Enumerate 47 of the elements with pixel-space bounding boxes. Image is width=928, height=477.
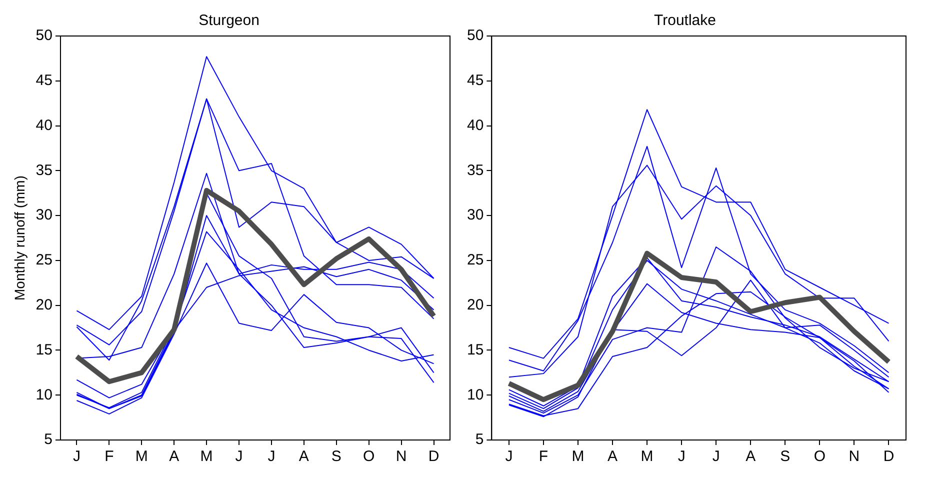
x-tick-label: A bbox=[608, 448, 618, 466]
x-tick-label: N bbox=[848, 448, 860, 466]
y-tick-label: 35 bbox=[36, 162, 52, 179]
y-tick-label: 50 bbox=[466, 27, 484, 44]
x-tick-label: A bbox=[169, 448, 180, 466]
y-tick-label: 5 bbox=[44, 431, 52, 448]
y-tick-label: 25 bbox=[36, 252, 52, 269]
y-tick-label: 10 bbox=[36, 386, 52, 404]
x-tick-label: J bbox=[505, 448, 513, 466]
y-tick-label: 25 bbox=[466, 252, 484, 269]
y-tick-label: 40 bbox=[466, 116, 484, 134]
x-tick-label: A bbox=[298, 448, 309, 466]
y-tick-label: 40 bbox=[36, 116, 52, 134]
x-tick-label: J bbox=[678, 448, 686, 466]
x-tick-label: M bbox=[572, 448, 584, 466]
x-tick-label: S bbox=[331, 448, 342, 466]
y-tick-label: 15 bbox=[36, 341, 52, 358]
x-tick-label: J bbox=[268, 448, 276, 466]
y-tick-label: 45 bbox=[466, 72, 484, 90]
x-tick-label: F bbox=[538, 448, 548, 466]
y-tick-label: 20 bbox=[36, 296, 52, 314]
y-tick-label: 15 bbox=[466, 341, 484, 358]
y-tick-label: 30 bbox=[466, 206, 484, 224]
y-tick-label: 10 bbox=[466, 386, 484, 404]
x-tick-label: O bbox=[363, 448, 375, 466]
x-tick-label: M bbox=[135, 448, 148, 466]
x-tick-label: M bbox=[640, 448, 654, 466]
x-tick-label: A bbox=[746, 448, 756, 466]
y-axis-title: Monthly runoff (mm) bbox=[11, 176, 28, 300]
chart-title: Troutlake bbox=[654, 12, 716, 30]
y-tick-label: 45 bbox=[36, 72, 52, 90]
y-tick-label: 50 bbox=[36, 27, 52, 44]
x-tick-label: J bbox=[72, 448, 80, 466]
x-tick-label: O bbox=[814, 448, 826, 466]
y-tick-label: 5 bbox=[475, 431, 484, 448]
x-tick-label: D bbox=[428, 448, 440, 466]
x-tick-label: N bbox=[396, 448, 407, 466]
x-tick-label: J bbox=[712, 448, 720, 466]
chart-title: Sturgeon bbox=[198, 12, 260, 30]
y-tick-label: 35 bbox=[466, 162, 484, 179]
x-tick-label: J bbox=[235, 448, 243, 466]
x-tick-label: F bbox=[104, 448, 114, 466]
x-tick-label: D bbox=[883, 448, 894, 466]
x-tick-label: M bbox=[200, 448, 213, 466]
x-tick-label: S bbox=[780, 448, 790, 466]
y-tick-label: 20 bbox=[466, 296, 484, 314]
y-tick-label: 30 bbox=[36, 206, 52, 224]
